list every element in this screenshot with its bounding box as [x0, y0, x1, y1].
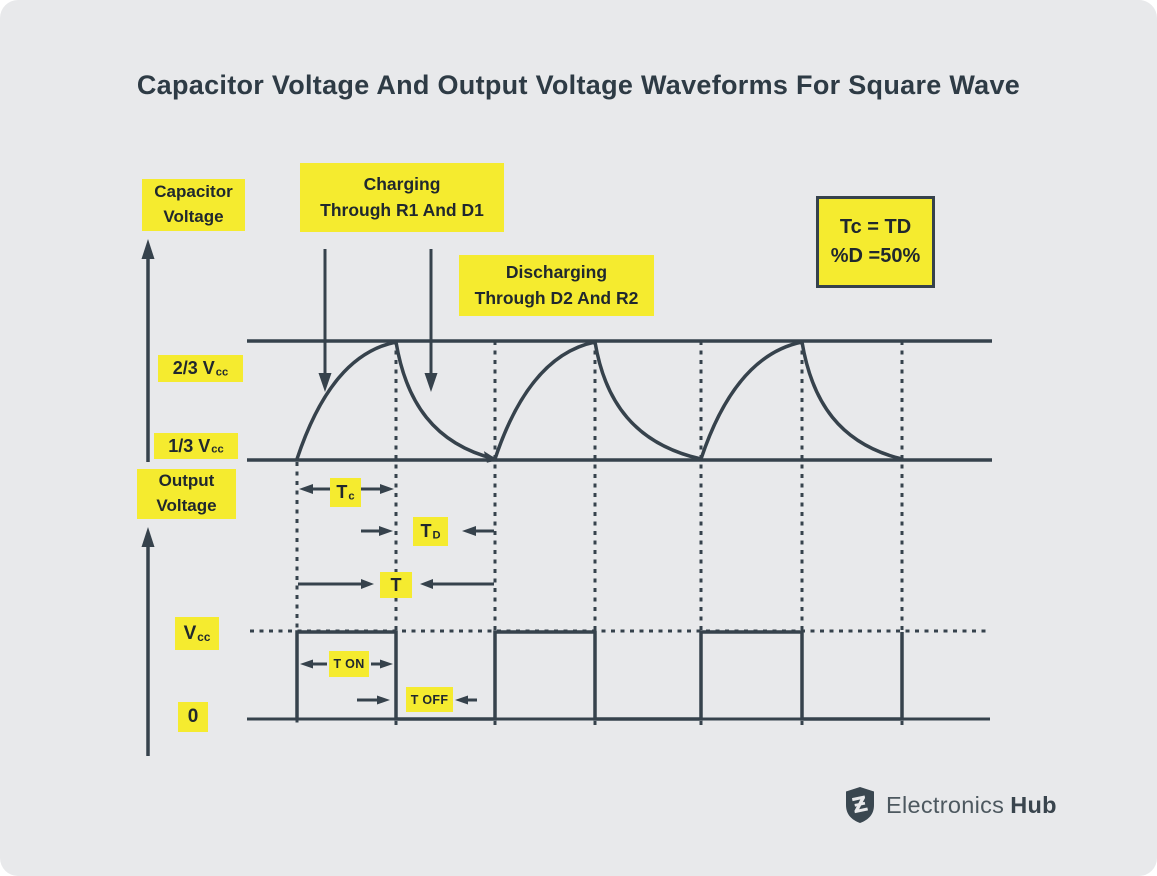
zero-level-label: 0 [178, 702, 208, 732]
vcc-sub: cc [197, 630, 211, 644]
grid-dotted-lines [295, 341, 904, 728]
discharging-line2: Through D2 And R2 [474, 287, 639, 308]
output-axis-arrow [141, 527, 155, 756]
output-voltage-line1: Output [158, 471, 215, 491]
capacitor-voltage-line2: Voltage [163, 207, 224, 226]
td-text: T [420, 521, 432, 541]
capacitor-voltage-axis-label: Capacitor Voltage [142, 179, 245, 231]
discharge-end-arrowhead [483, 451, 498, 463]
t-off-label: T OFF [406, 687, 453, 712]
t-dimension-arrows [298, 579, 494, 589]
capacitor-waveform [295, 339, 904, 462]
capacitor-axis-arrow [141, 239, 155, 462]
period-t-label: T [380, 572, 412, 598]
one-third-vcc-sub: cc [211, 443, 224, 456]
tc-text: T [336, 482, 348, 502]
tc-dimension-arrows [299, 484, 394, 494]
discharging-annotation-label: Discharging Through D2 And R2 [459, 255, 654, 316]
t-on-label: T ON [329, 651, 369, 677]
tc-sub: c [348, 490, 355, 503]
svg-text:Ƶ: Ƶ [850, 792, 870, 819]
output-square-wave [295, 630, 904, 721]
charging-line2: Through R1 And D1 [320, 199, 484, 220]
period-t-text: T [390, 574, 402, 595]
output-voltage-line2: Voltage [156, 496, 217, 515]
td-sub: D [432, 529, 441, 542]
duty-cycle-percent: %D =50% [830, 245, 921, 267]
brand-name: Electronics Hub [886, 792, 1057, 819]
brand-footer: Ƶ Electronics Hub [843, 786, 1057, 824]
t-off-dimension-arrows [357, 695, 477, 705]
output-voltage-axis-label: Output Voltage [137, 469, 236, 519]
brand-bold: Hub [1010, 791, 1057, 818]
vcc-text: V [183, 622, 197, 644]
duty-cycle-equation: Tc = TD [839, 216, 912, 238]
discharging-arrow [424, 249, 438, 392]
zero-text: 0 [187, 706, 199, 727]
charging-arrow [318, 249, 332, 392]
page-title: Capacitor Voltage And Output Voltage Wav… [136, 70, 1021, 100]
td-dimension-arrows [361, 526, 494, 536]
capacitor-voltage-line1: Capacitor [154, 182, 233, 202]
one-third-vcc-text: 1/3 V [168, 435, 211, 456]
two-thirds-vcc-text: 2/3 V [172, 358, 215, 378]
brand-regular: Electronics [886, 791, 1005, 818]
duty-cycle-box: Tc = TD %D =50% [816, 196, 935, 288]
charging-annotation-label: Charging Through R1 And D1 [300, 163, 504, 232]
discharging-line1: Discharging [505, 262, 608, 283]
t-on-dimension-arrows [300, 659, 393, 669]
t-off-text: T OFF [410, 692, 449, 707]
shield-icon: Ƶ [846, 787, 874, 823]
threshold-lines [247, 339, 992, 462]
t-on-text: T ON [333, 657, 365, 671]
two-thirds-vcc-sub: cc [215, 366, 229, 379]
charging-line1: Charging [363, 174, 441, 195]
